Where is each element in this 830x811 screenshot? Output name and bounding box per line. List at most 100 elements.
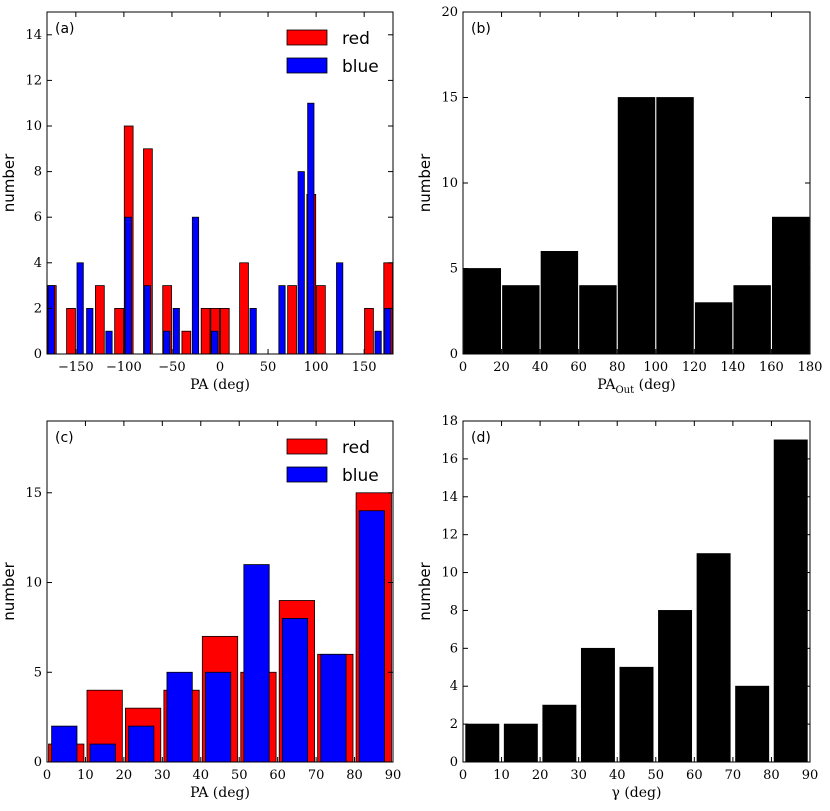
plot-frame-d — [462, 420, 811, 763]
bar-d-all-6 — [696, 553, 731, 763]
panel-label-d: (d) — [471, 430, 491, 446]
bar-b-all-5 — [656, 97, 694, 355]
ytick-label-a-3: 6 — [34, 210, 42, 225]
ytick-label-d-7: 14 — [441, 490, 458, 505]
bar-a-red-14 — [181, 330, 192, 355]
bar-a-blue-35 — [384, 307, 392, 355]
xtick-label-c-5: 50 — [231, 768, 248, 783]
ytick-label-d-6: 12 — [441, 528, 458, 543]
bar-a-red-25 — [287, 285, 297, 355]
bar-a-red-2 — [66, 307, 76, 355]
xtick-label-d-6: 60 — [686, 768, 703, 783]
bar-b-all-4 — [617, 97, 656, 355]
bar-a-blue-12 — [163, 330, 171, 355]
panel-label-c: (c) — [55, 430, 74, 446]
ytick-label-d-0: 0 — [450, 755, 458, 770]
bar-b-all-6 — [694, 302, 733, 355]
panel-label-b: (b) — [471, 21, 491, 37]
bar-d-all-3 — [580, 647, 615, 763]
xtick-label-a-6: 150 — [352, 360, 377, 375]
bar-a-blue-10 — [143, 285, 152, 355]
xtick-label-c-4: 40 — [193, 768, 210, 783]
bar-c-blue-2 — [128, 725, 155, 763]
xtick-label-d-9: 90 — [802, 768, 819, 783]
ytick-label-d-9: 18 — [441, 414, 458, 429]
xtick-label-b-2: 40 — [532, 360, 549, 375]
panel-a: −150 −100 −50 0 50 100 150 0 2 4 6 8 10 12 14 PA (deg) n… — [0, 11, 394, 393]
xlabel-a: PA (deg) — [190, 377, 250, 393]
ylabel-c: number — [0, 561, 18, 620]
xtick-label-b-0: 0 — [459, 360, 467, 375]
ytick-label-d-8: 16 — [441, 452, 458, 467]
xtick-label-b-4: 80 — [609, 360, 626, 375]
xtick-label-c-9: 90 — [385, 768, 402, 783]
bar-d-all-7 — [735, 685, 770, 763]
bar-a-red-20 — [239, 262, 249, 355]
bar-d-all-5 — [658, 610, 693, 763]
xlabel-b: PAOut (deg) — [597, 377, 676, 396]
series-all — [465, 439, 808, 763]
xtick-label-b-3: 60 — [570, 360, 587, 375]
legend-swatch-c-red — [286, 438, 328, 455]
bar-a-blue-4 — [86, 307, 94, 355]
bar-a-blue-34 — [374, 330, 382, 355]
ytick-label-d-2: 4 — [450, 679, 458, 694]
ytick-label-c-0: 0 — [34, 755, 42, 770]
ytick-label-a-2: 4 — [34, 256, 42, 271]
bar-c-blue-3 — [166, 671, 193, 763]
legend-c: red blue — [286, 438, 379, 486]
bar-b-all-7 — [733, 285, 771, 355]
bar-a-blue-27 — [307, 102, 315, 355]
bar-a-red-28 — [316, 285, 326, 355]
ytick-label-b-4: 20 — [441, 5, 458, 20]
xtick-label-d-4: 40 — [609, 768, 626, 783]
xtick-label-b-1: 20 — [493, 360, 510, 375]
bar-a-red-5 — [95, 285, 105, 355]
xtick-label-d-5: 50 — [648, 768, 665, 783]
xtick-label-d-1: 10 — [493, 768, 510, 783]
xtick-label-a-1: −100 — [106, 360, 142, 375]
xtick-label-b-7: 140 — [720, 360, 745, 375]
bar-d-all-1 — [503, 723, 538, 763]
bar-c-blue-0 — [51, 725, 78, 763]
ytick-label-c-2: 10 — [25, 576, 42, 591]
bar-a-red-16 — [200, 307, 211, 355]
xtick-label-a-0: −150 — [58, 360, 94, 375]
ylabel-d: number — [416, 561, 434, 620]
panel-c: 0 10 20 30 40 50 60 70 80 90 0 5 10 15 PA (deg) number (… — [0, 420, 402, 801]
xtick-label-d-8: 80 — [763, 768, 780, 783]
bar-d-all-0 — [465, 723, 500, 763]
xtick-label-b-8: 160 — [759, 360, 784, 375]
xtick-label-b-5: 100 — [643, 360, 668, 375]
bar-a-blue-26 — [297, 171, 305, 355]
ytick-label-c-1: 5 — [34, 665, 42, 680]
bar-b-all-3 — [579, 285, 617, 355]
bar-c-blue-1 — [89, 743, 116, 763]
ylabel-a: number — [0, 153, 18, 212]
ytick-label-d-1: 2 — [450, 717, 458, 732]
legend-swatch-a-red — [286, 29, 328, 46]
xlabel-d: γ (deg) — [612, 785, 662, 801]
ytick-label-d-5: 10 — [441, 566, 458, 581]
panel-d: 0 10 20 30 40 50 60 70 80 90 0 2 4 6 8 10 12 14 16 18 γ (deg… — [416, 414, 818, 801]
bar-c-blue-5 — [243, 564, 270, 763]
xtick-label-d-3: 30 — [570, 768, 587, 783]
xtick-label-c-8: 80 — [346, 768, 363, 783]
bar-a-blue-30 — [336, 262, 344, 355]
panel-label-a: (a) — [55, 21, 75, 37]
bar-d-all-2 — [542, 704, 577, 763]
bar-d-all-4 — [619, 666, 654, 763]
xtick-label-d-2: 20 — [532, 768, 549, 783]
xtick-label-d-0: 0 — [459, 768, 467, 783]
bar-c-blue-7 — [320, 653, 347, 763]
ytick-label-a-1: 2 — [34, 301, 42, 316]
xtick-label-a-2: −50 — [158, 360, 185, 375]
ytick-label-b-2: 10 — [441, 176, 458, 191]
ytick-label-a-0: 0 — [34, 347, 42, 362]
ytick-label-d-4: 8 — [450, 603, 458, 618]
legend-a: red blue — [286, 29, 379, 77]
bar-a-blue-13 — [172, 307, 180, 355]
bar-d-all-8 — [773, 439, 808, 763]
legend-swatch-c-blue — [286, 466, 328, 483]
